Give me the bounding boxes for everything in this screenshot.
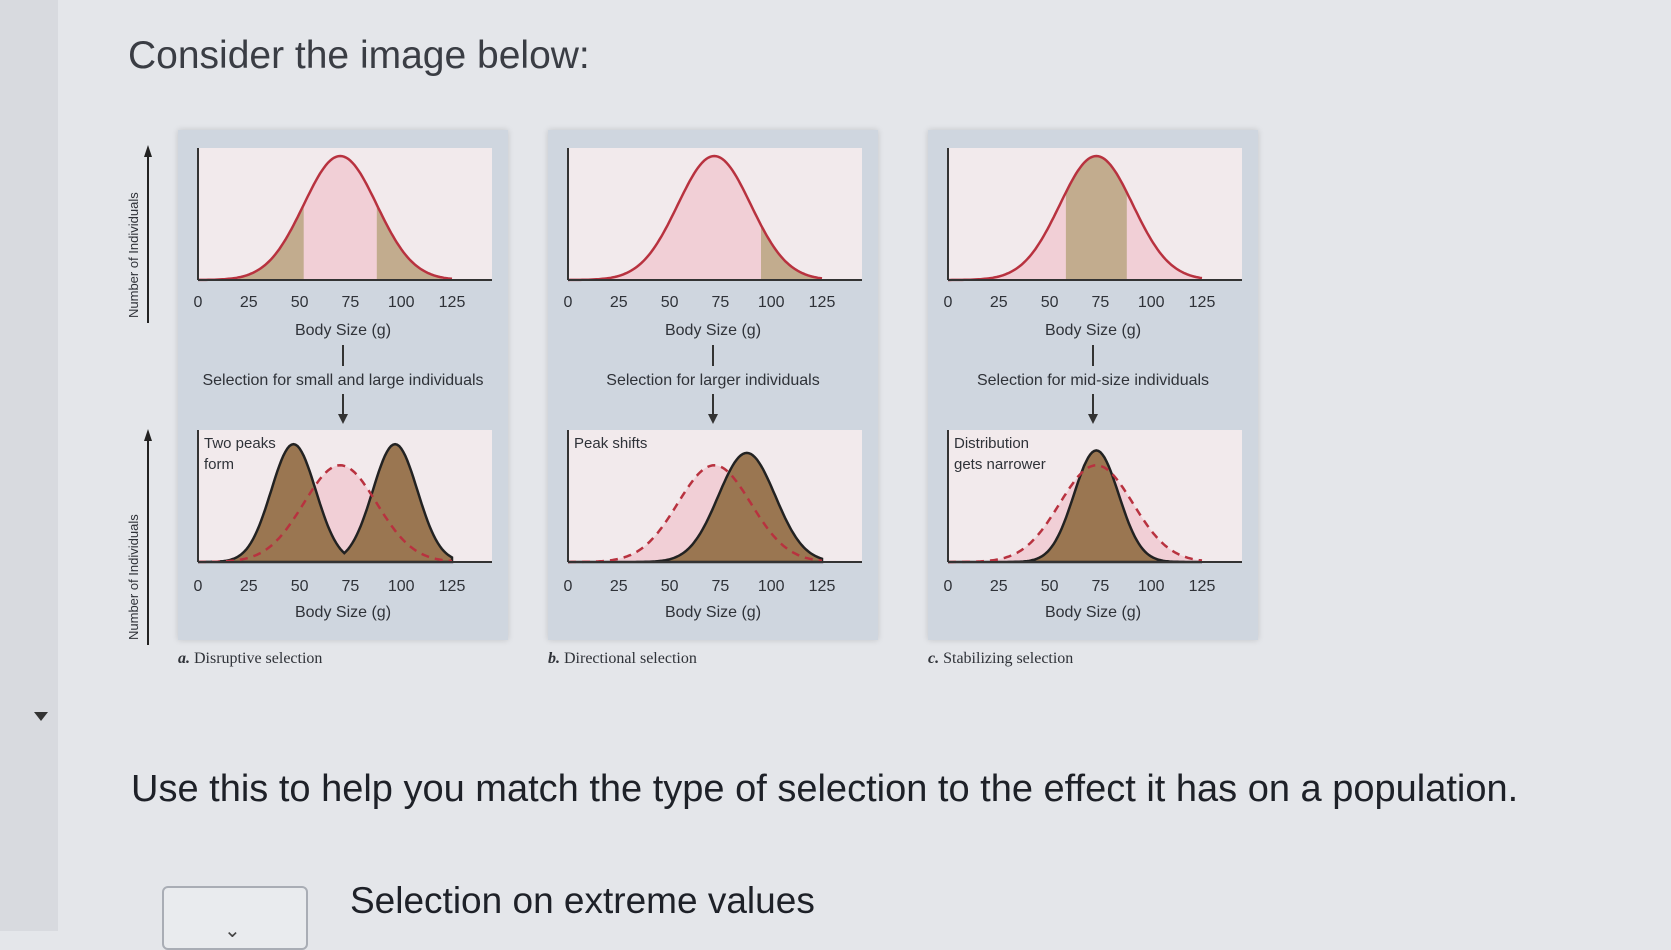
arrow-head-icon <box>338 414 348 424</box>
panel-1: 0 0 25 25 50 50 75 75 100 100 125 125 Body Size (g) B… <box>178 130 508 640</box>
annotation-line: gets narrower <box>954 456 1046 473</box>
x-tick-label: 50 <box>1040 578 1059 595</box>
x-tick-label: 125 <box>808 578 836 595</box>
x-tick-label: 125 <box>1188 294 1216 311</box>
top-distribution-curve <box>948 154 1203 282</box>
x-tick-label: 75 <box>711 578 730 595</box>
x-tick-label: 0 <box>563 294 573 311</box>
annotation-line: form <box>204 456 234 473</box>
x-tick-label: 75 <box>341 294 360 311</box>
x-tick-label: 50 <box>660 578 679 595</box>
x-tick-label: 50 <box>1040 294 1059 311</box>
x-tick-label: 25 <box>989 578 1008 595</box>
panel-chart-svg <box>947 148 1242 564</box>
x-tick-label: 100 <box>757 294 785 311</box>
x-tick-label: 0 <box>943 294 953 311</box>
panel-annotation: Distribution gets narrower <box>954 433 1046 475</box>
panel-annotation: Peak shifts <box>574 433 647 454</box>
x-tick-label: 0 <box>943 578 953 595</box>
panel-2: 0 0 25 25 50 50 75 75 100 100 125 125 Body Size (g) B… <box>548 130 878 640</box>
selection-description: Selection for larger individuals <box>606 372 820 389</box>
arrow-head-icon <box>708 414 718 424</box>
x-axis-label: Body Size (g) <box>664 322 762 339</box>
left-sidebar-strip <box>0 0 58 931</box>
arrow-head-icon <box>1088 414 1098 424</box>
x-tick-label: 25 <box>239 294 258 311</box>
x-tick-label: 25 <box>609 294 628 311</box>
instruction-text: Use this to help you match the type of s… <box>131 768 1519 810</box>
x-tick-label: 50 <box>290 294 309 311</box>
x-tick-label: 50 <box>660 294 679 311</box>
x-tick-label: 75 <box>1091 294 1110 311</box>
x-tick-label: 100 <box>1137 294 1165 311</box>
x-tick-label: 75 <box>341 578 360 595</box>
annotation-line: Distribution <box>954 435 1030 452</box>
top-distribution-curve <box>198 154 453 282</box>
x-tick-label: 100 <box>1137 578 1165 595</box>
panel-caption-text: Stabilizing selection <box>943 650 1074 667</box>
x-tick-label: 0 <box>563 578 573 595</box>
x-tick-label: 125 <box>1188 578 1216 595</box>
panel-letter: b. <box>548 650 560 667</box>
x-tick-label: 125 <box>438 578 466 595</box>
original-distribution-dashed <box>198 464 453 564</box>
panel-chart-svg <box>197 148 492 564</box>
question-heading: Consider the image below: <box>128 34 590 77</box>
annotation-line: Two peaks <box>204 435 276 452</box>
x-tick-label: 100 <box>387 578 415 595</box>
panel-caption: a. Disruptive selection <box>178 650 322 668</box>
original-distribution-dashed <box>948 464 1203 564</box>
x-axis-label: Body Size (g) <box>1044 604 1142 621</box>
x-axis-label: Body Size (g) <box>664 604 762 621</box>
top-distribution-fill <box>568 156 822 280</box>
top-distribution-curve <box>567 154 823 282</box>
new-distribution-curve <box>198 442 454 564</box>
panel-caption: b. Directional selection <box>548 650 697 668</box>
answer-select-dropdown[interactable]: ⌄ <box>162 886 308 950</box>
x-tick-label: 125 <box>808 294 836 311</box>
y-axis-arrows <box>144 145 152 645</box>
x-tick-label: 0 <box>193 578 203 595</box>
selection-figure: Number of Individuals Number of Individu… <box>120 125 1370 725</box>
x-tick-label: 25 <box>239 578 258 595</box>
panel-caption: c. Stabilizing selection <box>928 650 1073 668</box>
x-axis-label: Body Size (g) <box>294 604 392 621</box>
panel-letter: c. <box>928 650 940 667</box>
x-tick-label: 75 <box>1091 578 1110 595</box>
collapse-triangle-icon[interactable] <box>34 712 48 721</box>
annotation-line: Peak shifts <box>574 435 648 452</box>
panel-letter: a. <box>178 650 190 667</box>
panel-3: 0 0 25 25 50 50 75 75 100 100 125 125 Body Size (g) B… <box>928 130 1258 640</box>
x-tick-label: 125 <box>438 294 466 311</box>
x-tick-label: 100 <box>387 294 415 311</box>
x-tick-label: 0 <box>193 294 203 311</box>
selected-range-shading <box>376 204 442 280</box>
top-distribution-fill <box>198 156 452 280</box>
selection-description: Selection for mid-size individuals <box>976 372 1210 389</box>
x-tick-label: 25 <box>989 294 1008 311</box>
selected-range-shading <box>238 204 304 280</box>
panel-caption-text: Directional selection <box>564 650 697 667</box>
selected-range-shading <box>761 225 822 280</box>
x-axis-label: Body Size (g) <box>1044 322 1142 339</box>
x-tick-label: 75 <box>711 294 730 311</box>
x-tick-label: 25 <box>609 578 628 595</box>
x-tick-label: 50 <box>290 578 309 595</box>
original-distribution-dashed <box>568 464 823 564</box>
x-axis-label: Body Size (g) <box>294 322 392 339</box>
panel-caption-text: Disruptive selection <box>194 650 323 667</box>
match-item-extreme-values: Selection on extreme values <box>350 880 815 921</box>
selected-range-shading <box>1065 156 1127 280</box>
panel-chart-svg <box>567 148 862 564</box>
selection-description: Selection for small and large individual… <box>202 372 484 389</box>
panel-annotation: Two peaks form <box>204 433 276 475</box>
x-tick-label: 100 <box>757 578 785 595</box>
